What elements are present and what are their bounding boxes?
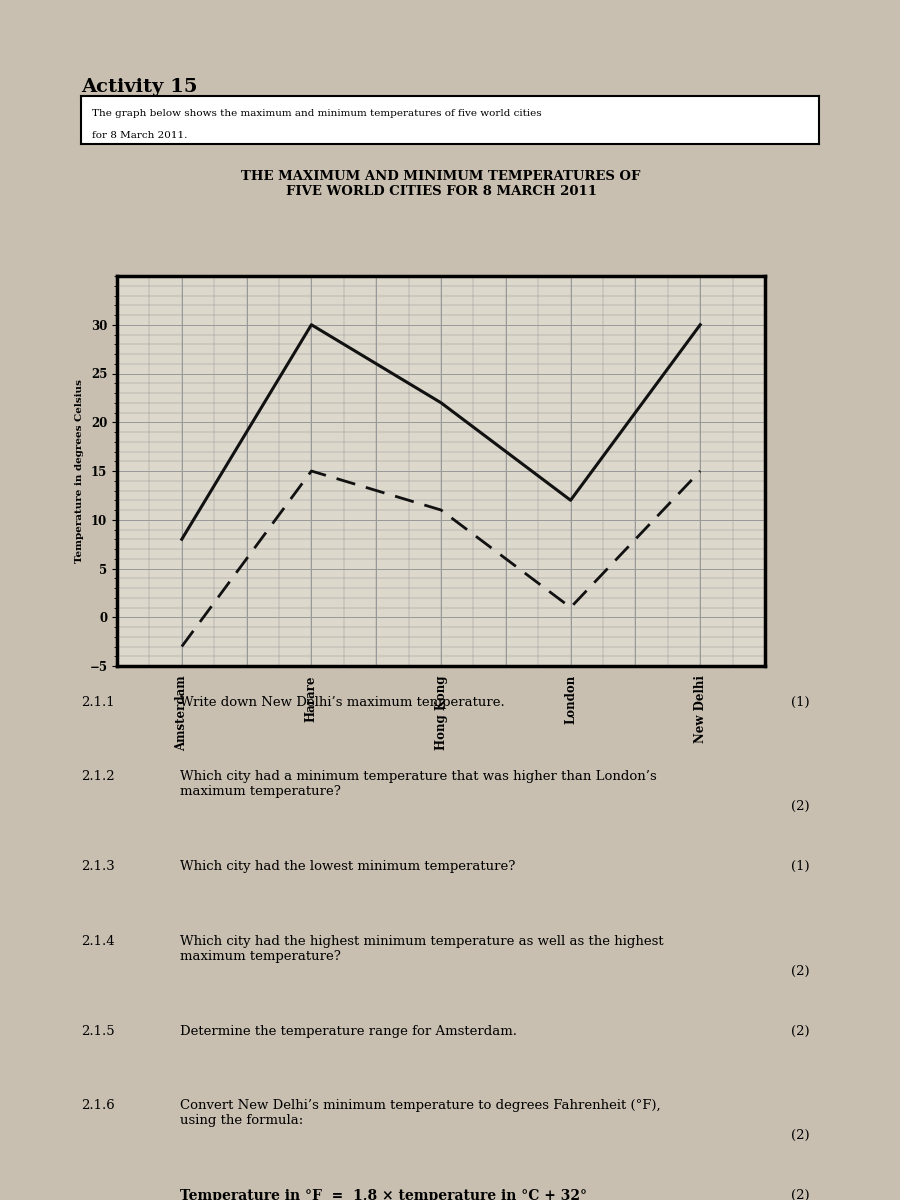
Text: (2): (2) <box>791 1189 810 1200</box>
Text: 2.1.1: 2.1.1 <box>81 696 114 709</box>
Text: THE MAXIMUM AND MINIMUM TEMPERATURES OF
FIVE WORLD CITIES FOR 8 MARCH 2011: THE MAXIMUM AND MINIMUM TEMPERATURES OF … <box>241 170 641 198</box>
Text: 2.1.4: 2.1.4 <box>81 935 114 948</box>
Text: Write down New Delhi’s maximum temperature.: Write down New Delhi’s maximum temperatu… <box>180 696 505 709</box>
Text: (2): (2) <box>791 1025 810 1038</box>
Text: Which city had a minimum temperature that was higher than London’s
maximum tempe: Which city had a minimum temperature tha… <box>180 770 657 798</box>
Text: (2): (2) <box>791 1129 810 1142</box>
Text: (1): (1) <box>791 860 810 874</box>
Text: (2): (2) <box>791 800 810 814</box>
Text: Which city had the highest minimum temperature as well as the highest
maximum te: Which city had the highest minimum tempe… <box>180 935 663 962</box>
Y-axis label: Temperature in degrees Celsius: Temperature in degrees Celsius <box>75 379 84 563</box>
Text: (2): (2) <box>791 965 810 978</box>
Text: Convert New Delhi’s minimum temperature to degrees Fahrenheit (°F),
using the fo: Convert New Delhi’s minimum temperature … <box>180 1099 661 1127</box>
Text: 2.1.5: 2.1.5 <box>81 1025 114 1038</box>
Text: Activity 15: Activity 15 <box>81 78 197 96</box>
Text: 2.1.6: 2.1.6 <box>81 1099 115 1112</box>
Text: 2.1.3: 2.1.3 <box>81 860 115 874</box>
Text: Which city had the lowest minimum temperature?: Which city had the lowest minimum temper… <box>180 860 516 874</box>
Text: for 8 March 2011.: for 8 March 2011. <box>92 131 187 139</box>
Text: The graph below shows the maximum and minimum temperatures of five world cities: The graph below shows the maximum and mi… <box>92 109 542 119</box>
Text: Temperature in °F  =  1,8 × temperature in °C + 32°: Temperature in °F = 1,8 × temperature in… <box>180 1189 587 1200</box>
Text: 2.1.2: 2.1.2 <box>81 770 114 784</box>
Text: (1): (1) <box>791 696 810 709</box>
Text: Determine the temperature range for Amsterdam.: Determine the temperature range for Amst… <box>180 1025 517 1038</box>
